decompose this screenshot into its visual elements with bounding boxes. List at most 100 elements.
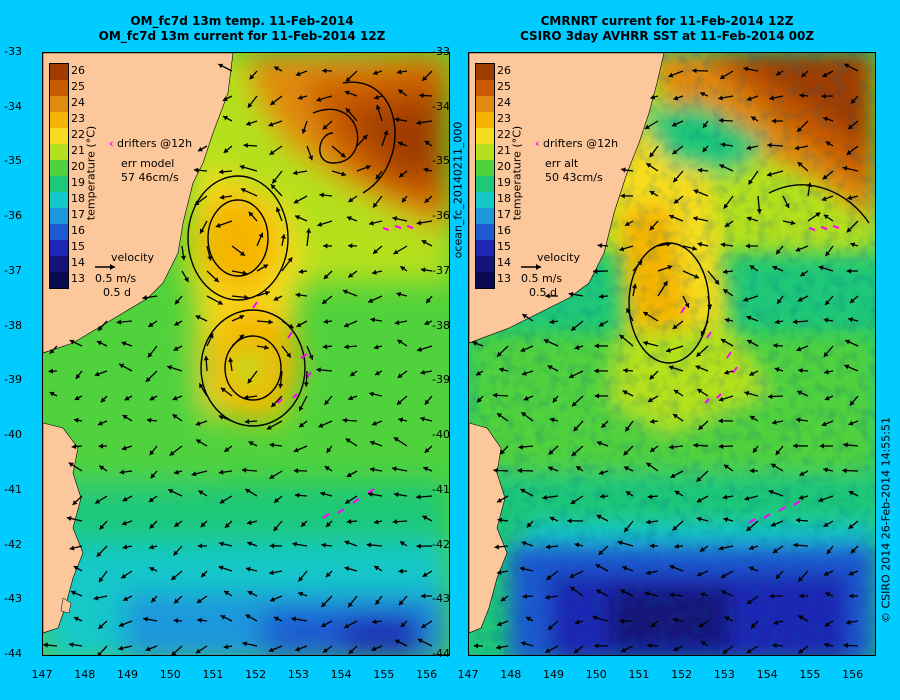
current-vector-head (399, 541, 405, 546)
current-vector-head (707, 304, 713, 309)
current-vector-head (594, 343, 599, 349)
right-sst-field (469, 53, 875, 655)
current-vector-head (201, 572, 206, 578)
current-vector-head (718, 443, 724, 449)
current-vector-head (767, 142, 772, 148)
drifter-icon: ‹ (535, 137, 540, 150)
current-vector-head (239, 251, 245, 256)
current-vector-head (773, 343, 778, 349)
current-vector-head (424, 140, 430, 146)
y-tick-mid: -43 (432, 592, 450, 606)
current-vector-head (619, 246, 625, 252)
y-tick-left: -42 (4, 537, 22, 551)
current-vector-head (422, 515, 428, 521)
left-velocity-scale: 0.5 m/s (95, 272, 137, 285)
current-vector-head (270, 100, 276, 105)
current-vector-head (195, 315, 201, 320)
current-vector-head (822, 174, 828, 180)
current-vector-head (393, 249, 399, 255)
current-vector-head (73, 616, 79, 622)
current-vector-head (242, 641, 248, 647)
colorbar-swatch (50, 256, 68, 272)
current-vector-head (497, 351, 502, 357)
current-vector-head (672, 525, 678, 531)
current-vector-head (568, 291, 574, 297)
current-vector-head (724, 317, 730, 323)
current-vector-head (798, 495, 804, 500)
right-colorbar (475, 63, 495, 289)
colorbar-tick-label: 24 (497, 96, 511, 109)
y-tick-left: -41 (4, 482, 22, 496)
current-vector-head (497, 413, 503, 418)
current-vector-head (493, 467, 498, 474)
current-vector-head (521, 412, 527, 417)
current-vector-head (476, 370, 482, 376)
current-vector-head (369, 440, 375, 446)
colorbar-tick-label: 17 (71, 208, 85, 221)
x-tick-right: 148 (500, 668, 522, 681)
colorbar-swatch (50, 144, 68, 160)
current-vector-head (420, 267, 426, 273)
current-vector-head (247, 541, 253, 547)
current-vector-head (369, 391, 374, 397)
current-vector-head (571, 451, 577, 456)
current-vector-head (96, 551, 102, 557)
current-vector-head (326, 522, 331, 527)
current-vector-head (372, 619, 377, 625)
current-vector-head (848, 124, 854, 129)
current-vector-head (775, 573, 781, 579)
current-vector-head (248, 211, 254, 217)
current-vector-head (264, 290, 270, 296)
current-vector-head (818, 265, 824, 271)
current-vector-head (772, 642, 777, 649)
current-vector-head (746, 526, 752, 532)
current-vector-head (669, 564, 675, 570)
current-vector-head (215, 222, 221, 228)
current-vector-head (623, 367, 628, 374)
current-vector-head (793, 542, 798, 548)
current-vector-head (345, 76, 351, 82)
current-vector-head (294, 492, 300, 498)
current-vector-head (720, 242, 726, 248)
current-vector-head (396, 400, 402, 405)
current-vector-head (295, 646, 301, 652)
current-vector-head (375, 174, 381, 180)
current-vector-head (121, 341, 127, 347)
y-tick-left: -38 (4, 318, 22, 332)
current-vector-head (219, 498, 225, 504)
current-vector-head (224, 590, 230, 596)
current-vector-head (149, 395, 155, 401)
current-vector-head (367, 491, 373, 497)
current-vector-head (848, 317, 854, 323)
current-vector-head (594, 393, 600, 399)
current-vector-head (724, 369, 730, 375)
current-vector-head (497, 517, 503, 523)
current-vector-head (228, 357, 234, 363)
x-tick-left: 154 (330, 668, 352, 681)
colorbar-swatch (50, 240, 68, 256)
x-tick-left: 152 (245, 668, 267, 681)
current-vector-head (576, 466, 582, 471)
right-map: 26 25 24 23 22 21 20 19 18 17 16 15 14 13 temperature… (468, 52, 876, 656)
colorbar-swatch (50, 96, 68, 112)
current-vector-head (601, 422, 607, 428)
current-vector-head (200, 522, 206, 528)
current-vector-head (549, 319, 555, 325)
current-vector-head (99, 524, 105, 530)
current-vector-head (777, 298, 782, 304)
current-vector-head (692, 245, 697, 251)
colorbar-tick-label: 13 (71, 272, 85, 285)
current-vector-head (823, 467, 828, 473)
current-vector-head (621, 167, 626, 173)
current-vector-head (494, 544, 499, 550)
current-vector-head (305, 228, 312, 234)
current-vector-head (244, 294, 249, 300)
current-vector-head (348, 197, 354, 202)
current-vector-head (245, 614, 251, 619)
current-vector-head (374, 566, 380, 571)
current-vector-head (280, 234, 286, 239)
current-vector-head (291, 616, 297, 622)
current-vector-head (720, 142, 726, 148)
current-vector-head (269, 150, 275, 155)
current-vector-head (819, 443, 825, 449)
